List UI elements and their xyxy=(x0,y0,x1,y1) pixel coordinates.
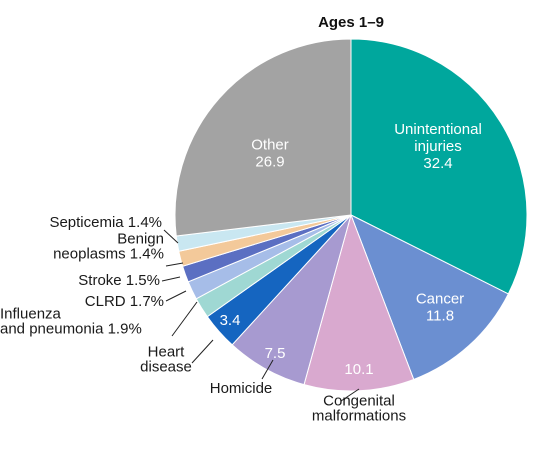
slice-callout-congenital-malformations: Congenital malformations xyxy=(312,393,406,425)
slice-callout-stroke: Stroke 1.5% xyxy=(78,272,160,289)
slice-label-cancer: Cancer 11.8 xyxy=(416,291,464,325)
slice-callout-septicemia: Septicemia 1.4% xyxy=(49,214,162,231)
slice-label-congenital-malformations: 10.1 xyxy=(344,361,373,378)
slice-label-homicide: 7.5 xyxy=(265,345,286,362)
leader-line-influenza-and-pneumonia xyxy=(171,301,198,337)
chart-title: Ages 1–9 xyxy=(318,14,384,31)
slice-callout-heart-disease: Heart disease xyxy=(140,344,192,376)
slice-callout-clrd: CLRD 1.7% xyxy=(85,293,164,310)
leader-line-benign-neoplasms xyxy=(165,262,184,267)
slice-unintentional-injuries xyxy=(350,38,528,295)
leader-line-congenital-malformations xyxy=(340,388,360,402)
slice-callout-influenza-and-pneumonia: Influenza and pneumonia 1.9% xyxy=(0,306,142,338)
leader-line-heart-disease xyxy=(191,339,214,364)
slice-label-unintentional-injuries: Unintentional injuries 32.4 xyxy=(394,121,482,172)
slice-cancer xyxy=(350,213,509,381)
leader-line-clrd xyxy=(165,290,187,302)
slice-other xyxy=(174,38,352,237)
slice-label-heart-disease: 3.4 xyxy=(220,312,241,329)
slice-congenital-malformations xyxy=(303,213,415,392)
leader-line-septicemia xyxy=(163,229,179,244)
leader-line-stroke xyxy=(161,276,181,282)
slice-callout-benign-neoplasms: Benign neoplasms 1.4% xyxy=(53,231,164,263)
slice-label-other: Other 26.9 xyxy=(251,137,289,171)
slice-callout-homicide: Homicide xyxy=(210,380,273,397)
leader-line-homicide xyxy=(261,359,274,380)
